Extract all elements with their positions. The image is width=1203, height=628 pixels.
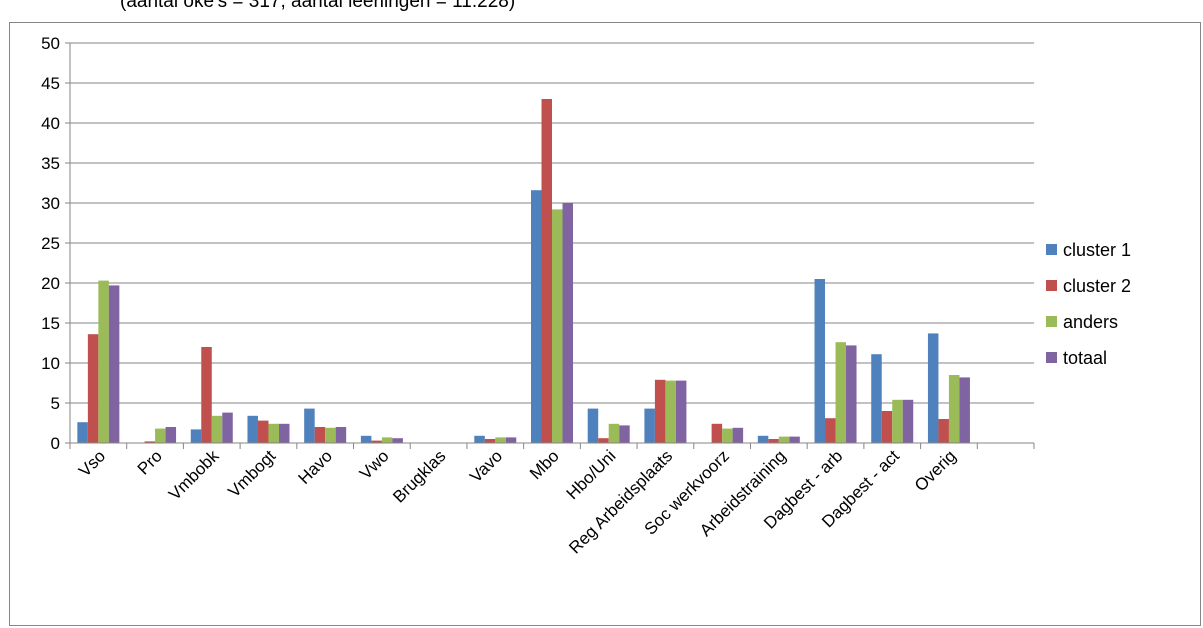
y-tick-label: 10 [41,354,60,373]
chart-subtitle: (aantal oke's = 317, aantal leerlingen =… [120,0,516,12]
bar-anders [665,380,676,443]
bar-cluster-2 [257,420,269,443]
x-tick-label: Vmbogt [224,446,279,501]
legend-label: cluster 2 [1063,276,1131,296]
bar-totaal [165,427,177,443]
chart-frame [9,22,1201,626]
legend-swatch [1046,316,1057,327]
x-tick-label: Overig [911,446,960,495]
bar-anders [948,375,960,443]
x-tick-label: Mbo [526,446,563,483]
x-tick-label: Vso [75,446,109,480]
bar-cluster-2 [654,379,666,443]
bar-cluster-1 [531,190,542,443]
y-tick-label: 45 [41,74,60,93]
x-tick-label: Vwo [356,446,393,483]
bar-cluster-2 [825,418,836,443]
bar-cluster-1 [190,429,202,443]
bar-cluster-2 [881,411,893,443]
bar-cluster-1 [360,435,372,443]
bar-anders [892,399,903,443]
y-tick-label: 35 [41,154,60,173]
bar-cluster-2 [144,441,156,443]
y-tick-label: 30 [41,194,60,213]
bar-cluster-2 [711,423,723,443]
legend-label: totaal [1063,348,1107,368]
bar-cluster-2 [371,440,382,443]
bar-anders [835,342,847,443]
bar-totaal [619,425,630,443]
y-tick-label: 25 [41,234,60,253]
bar-cluster-2 [541,99,552,443]
legend: cluster 1 cluster 2 anders totaal [1046,240,1131,368]
bar-anders [552,209,563,443]
legend-label: anders [1063,312,1118,332]
bar-totaal [278,423,290,443]
bar-cluster-2 [938,419,949,443]
bar-totaal [222,412,233,443]
bar-anders [495,437,506,443]
legend-swatch [1046,352,1057,363]
bar-cluster-2 [314,427,326,443]
y-tick-labels: 0 5 10 15 20 25 30 35 40 45 50 [41,34,60,453]
bar-anders [98,280,109,443]
bar-anders [211,415,223,443]
bar-cluster-1 [927,333,939,443]
bar-cluster-2 [87,334,99,443]
bar-cluster-1 [77,422,88,443]
y-tick-label: 5 [51,394,60,413]
bar-totaal [675,380,687,443]
x-tick-label: Vavo [466,446,506,486]
bar-totaal [732,427,744,443]
bar-cluster-1 [757,435,769,443]
x-tick-label: Pro [134,446,166,478]
legend-swatch [1046,244,1057,255]
bar-anders [722,428,733,443]
bar-cluster-2 [484,439,496,443]
y-tick-label: 40 [41,114,60,133]
bar-totaal [846,345,857,443]
bar-cluster-2 [201,347,212,443]
bar-totaal [959,377,970,443]
x-tick-label: Brugklas [389,446,449,506]
x-tick-label: Reg Arbeidsplaats [565,446,676,557]
bar-cluster-1 [587,408,599,443]
bar-anders [608,423,620,443]
bar-totaal [335,427,347,443]
bar-cluster-1 [814,279,826,443]
bar-cluster-1 [474,435,485,443]
bar-totaal [505,437,517,443]
bar-cluster-2 [768,439,779,443]
bar-anders [325,427,336,443]
bars [77,99,970,443]
bar-totaal [789,436,800,443]
y-tick-label: 15 [41,314,60,333]
bar-cluster-2 [598,438,609,443]
y-tick-label: 50 [41,34,60,53]
bar-cluster-1 [247,415,258,443]
bar-anders [268,423,279,443]
bar-anders [381,437,393,443]
axes [65,42,1035,449]
bar-cluster-1 [644,408,655,443]
bar-totaal [902,399,914,443]
legend-swatch [1046,280,1057,291]
y-tick-label: 0 [51,434,60,453]
bar-anders [155,428,166,443]
x-tick-label: Havo [295,446,336,487]
bar-totaal [108,285,120,443]
x-tick-label: Hbo/Uni [563,446,620,503]
x-tick-label: Vmbobk [165,446,223,504]
bar-anders [778,436,790,443]
legend-label: cluster 1 [1063,240,1131,260]
bar-totaal [392,438,403,443]
y-tick-label: 20 [41,274,60,293]
bar-cluster-1 [304,408,315,443]
bar-cluster-1 [871,354,882,443]
bar-totaal [562,203,573,443]
